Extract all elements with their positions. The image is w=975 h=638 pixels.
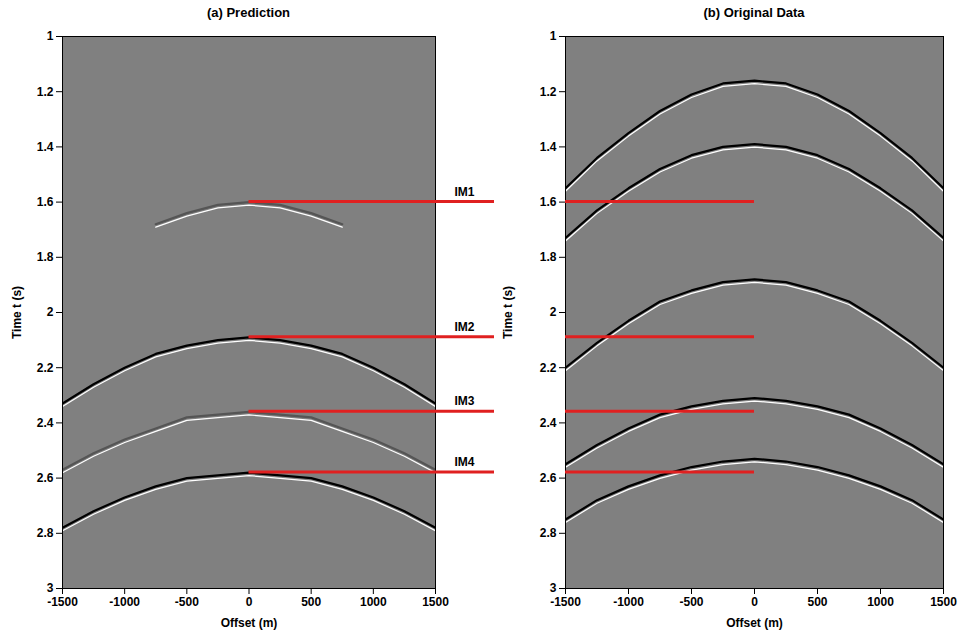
- svg-text:2.8: 2.8: [540, 526, 557, 540]
- svg-text:-1500: -1500: [47, 595, 78, 609]
- svg-text:500: 500: [301, 595, 321, 609]
- svg-text:IM2: IM2: [454, 320, 474, 334]
- svg-text:1.6: 1.6: [37, 195, 54, 209]
- svg-text:Offset (m): Offset (m): [221, 616, 278, 630]
- svg-text:2.2: 2.2: [540, 361, 557, 375]
- svg-text:2.2: 2.2: [37, 361, 54, 375]
- svg-text:1.8: 1.8: [540, 250, 557, 264]
- svg-text:0: 0: [751, 595, 758, 609]
- svg-text:1500: 1500: [930, 595, 957, 609]
- svg-text:1000: 1000: [360, 595, 387, 609]
- svg-text:-1000: -1000: [613, 595, 644, 609]
- svg-text:-500: -500: [679, 595, 703, 609]
- svg-text:1.4: 1.4: [540, 140, 557, 154]
- svg-text:-500: -500: [175, 595, 199, 609]
- svg-text:Time t (s): Time t (s): [501, 286, 515, 339]
- svg-text:3: 3: [550, 581, 557, 595]
- svg-text:1000: 1000: [867, 595, 894, 609]
- svg-text:1.4: 1.4: [37, 140, 54, 154]
- svg-text:Offset (m): Offset (m): [726, 616, 783, 630]
- svg-text:1: 1: [47, 29, 54, 43]
- svg-text:1.8: 1.8: [37, 250, 54, 264]
- svg-text:2.6: 2.6: [540, 471, 557, 485]
- svg-text:1: 1: [550, 29, 557, 43]
- svg-text:-1000: -1000: [109, 595, 140, 609]
- svg-text:IM3: IM3: [454, 394, 474, 408]
- svg-text:Time t (s): Time t (s): [10, 286, 24, 339]
- svg-text:500: 500: [807, 595, 827, 609]
- svg-text:0: 0: [246, 595, 253, 609]
- svg-text:1.2: 1.2: [37, 85, 54, 99]
- svg-text:2.8: 2.8: [37, 526, 54, 540]
- svg-text:1500: 1500: [422, 595, 449, 609]
- svg-text:2.6: 2.6: [37, 471, 54, 485]
- svg-text:2.4: 2.4: [37, 416, 54, 430]
- svg-text:3: 3: [47, 581, 54, 595]
- svg-text:IM4: IM4: [454, 455, 474, 469]
- svg-text:2: 2: [550, 305, 557, 319]
- svg-text:1.2: 1.2: [540, 85, 557, 99]
- html-text:(a) Prediction: (a) Prediction: [207, 5, 290, 20]
- svg-text:IM1: IM1: [454, 185, 474, 199]
- html-text:(b) Original Data: (b) Original Data: [703, 5, 805, 20]
- svg-text:1.6: 1.6: [540, 195, 557, 209]
- svg-text:-1500: -1500: [550, 595, 581, 609]
- svg-text:2: 2: [47, 305, 54, 319]
- svg-text:2.4: 2.4: [540, 416, 557, 430]
